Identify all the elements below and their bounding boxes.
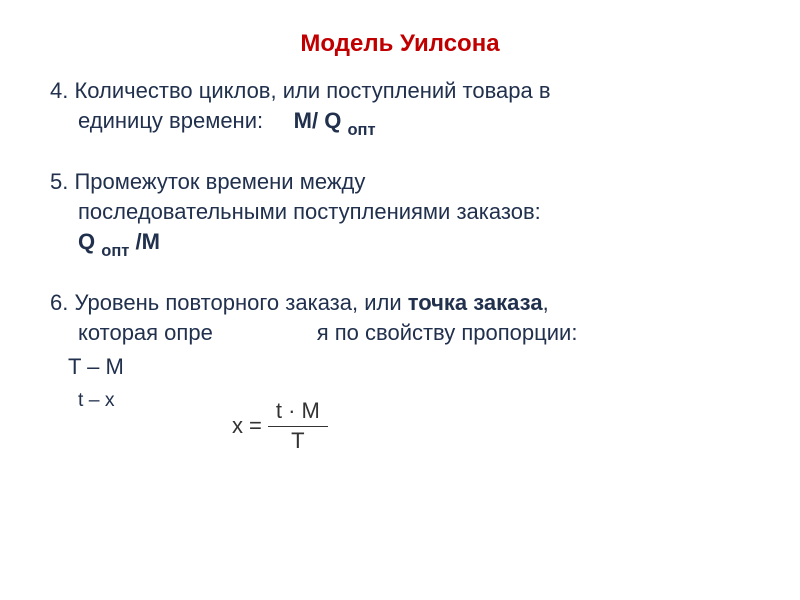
item-6-tx: t – x	[78, 389, 115, 411]
item-5-formula-sub: опт	[101, 242, 129, 260]
item-6-bold-term: точка заказа	[408, 290, 543, 315]
item-4-formula-sub: опт	[347, 121, 375, 139]
item-6: 6. Уровень повторного заказа, или точка …	[50, 288, 750, 413]
item-5-formula-q: Q	[78, 229, 95, 254]
item-5-text: . Промежуток времени между	[62, 169, 365, 194]
item-5-line2: последовательными поступлениями заказов:	[50, 197, 750, 227]
item-4-line2-text: единицу времени:	[78, 108, 263, 133]
item-4-line1: 4. Количество циклов, или поступлений то…	[50, 76, 750, 106]
item-4-formula: M/ Q опт	[294, 108, 376, 133]
item-6-num: 6	[50, 290, 62, 315]
item-5-num: 5	[50, 169, 62, 194]
item-6-text-after: ,	[543, 290, 549, 315]
formula-eq: =	[249, 413, 262, 439]
item-6-line2-after: я по свойству пропорции:	[317, 320, 578, 345]
item-5: 5. Промежуток времени между последовател…	[50, 167, 750, 260]
item-4-num: 4	[50, 78, 62, 103]
item-4-line2: единицу времени: M/ Q опт	[50, 106, 750, 140]
overlay-formula: x = t · M T	[222, 394, 338, 458]
title-text: Модель Уилсона	[300, 30, 499, 57]
formula-var: x	[232, 413, 243, 439]
item-4-text: . Количество циклов, или поступлений тов…	[62, 78, 550, 103]
item-4: 4. Количество циклов, или поступлений то…	[50, 76, 750, 139]
item-6-tm-line: T – M	[50, 352, 750, 382]
item-6-text-before: . Уровень повторного заказа, или	[62, 290, 408, 315]
item-5-formula: Q опт /M	[78, 229, 160, 254]
item-6-tm: T – M	[68, 354, 124, 379]
formula-fraction: t · M T	[268, 398, 328, 454]
item-6-tx-line: t – x	[50, 387, 750, 413]
item-5-line2-text: последовательными поступлениями заказов:	[78, 199, 541, 224]
item-5-formula-suffix: /M	[136, 229, 160, 254]
item-5-line3: Q опт /M	[50, 227, 750, 261]
formula-denominator: T	[268, 427, 328, 454]
item-6-line2-before: которая опре	[78, 320, 213, 345]
item-6-line2: которая опре я по свойству пропорции:	[50, 318, 750, 348]
formula-numerator: t · M	[268, 398, 328, 427]
item-5-line1: 5. Промежуток времени между	[50, 167, 750, 197]
item-4-formula-main: M/ Q	[294, 108, 342, 133]
slide-title: Модель Уилсона	[50, 30, 750, 58]
item-6-line1: 6. Уровень повторного заказа, или точка …	[50, 288, 750, 318]
